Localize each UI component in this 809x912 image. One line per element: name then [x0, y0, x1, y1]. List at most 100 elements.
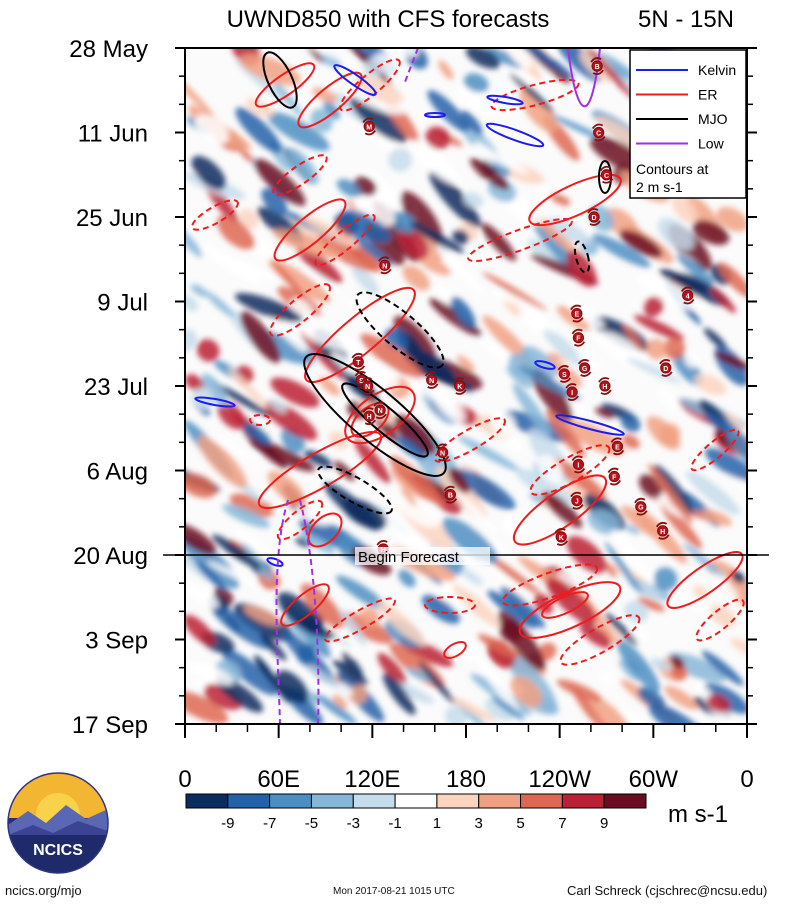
tc-marker: B: [590, 57, 604, 75]
anomaly-patch: [595, 407, 614, 419]
legend-note: Contours at: [636, 161, 708, 177]
logo-text: NCICS: [33, 842, 83, 859]
wave-contour: [307, 512, 343, 548]
anomaly-patch: [264, 401, 318, 441]
anomaly-patch: [670, 664, 688, 681]
website-link[interactable]: ncics.org/mjo: [5, 883, 82, 898]
tc-marker-label: K: [457, 384, 462, 391]
wave-contour: [666, 551, 744, 609]
tc-marker-arm: [598, 377, 610, 383]
y-tick-label: 9 Jul: [97, 290, 148, 317]
anomaly-patch: [454, 490, 499, 534]
legend-box: [629, 49, 747, 199]
anomaly-patch: [235, 107, 282, 154]
tc-marker: F: [571, 328, 586, 347]
tc-marker-label: N: [378, 408, 383, 415]
chart-title: UWND850 with CFS forecasts: [227, 6, 550, 33]
tc-marker: N: [360, 377, 375, 395]
tc-marker-arm: [659, 359, 671, 365]
anomaly-patch: [389, 456, 445, 506]
begin-forecast-label: Begin Forecast: [358, 549, 460, 566]
colorbar-tick-label: 3: [475, 815, 483, 832]
tc-marker: H: [362, 407, 376, 426]
tc-marker-label: 4: [686, 293, 690, 300]
tc-marker-label: F: [576, 336, 581, 343]
anomaly-patch: [704, 412, 733, 433]
anomaly-patch: [481, 559, 532, 604]
tc-marker-arm: [556, 540, 568, 546]
anomaly-patch: [703, 683, 747, 714]
axes: 28 May 11 Jun 25 Jun 9 Jul 23 Jul 6 Aug 20 Aug…: [69, 36, 757, 793]
anomaly-patch: [201, 373, 228, 408]
anomaly-patch: [185, 63, 214, 117]
anomaly-patch: [484, 553, 542, 596]
anomaly-patch: [314, 693, 357, 724]
anomaly-patch: [521, 345, 557, 380]
anomaly-patch: [269, 398, 287, 413]
anomaly-patch: [409, 222, 464, 253]
tc-marker-label: I: [571, 390, 573, 397]
anomaly-patch: [191, 155, 227, 190]
tc-marker-arm: [362, 117, 374, 123]
tc-marker-arm: [554, 528, 566, 534]
tc-marker: N: [435, 443, 450, 462]
anomaly-patch: [191, 387, 214, 411]
anomaly-patch: [660, 503, 703, 549]
wave-contour: [324, 597, 396, 643]
tc-marker-arm: [680, 286, 693, 292]
tc-marker-arm: [373, 401, 385, 407]
y-tick-label: 25 Jun: [76, 205, 148, 232]
anomaly-patch: [185, 543, 210, 582]
tc-marker-arm: [580, 371, 592, 377]
anomaly-patch: [587, 508, 621, 535]
tc-marker-arm: [453, 377, 465, 383]
anomaly-patch: [455, 87, 499, 116]
anomaly-patch: [461, 110, 483, 135]
tc-marker-dot: [444, 489, 456, 501]
anomaly-patch: [491, 696, 525, 720]
anomaly-patch: [482, 315, 532, 364]
tc-marker-label: B: [595, 64, 600, 71]
anomaly-patch: [448, 467, 470, 494]
anomaly-patch: [435, 245, 485, 296]
anomaly-patch: [482, 272, 547, 311]
author-credit: Carl Schreck (cjschrec@ncsu.edu): [567, 883, 768, 898]
anomaly-patch: [629, 627, 650, 643]
tc-marker-label: C: [604, 173, 609, 180]
tc-marker: M: [362, 117, 376, 136]
anomaly-patch: [429, 171, 481, 228]
anomaly-patch: [542, 491, 583, 529]
wave-contour: [355, 291, 445, 369]
anomaly-patch: [336, 178, 362, 198]
tc-marker-arm: [380, 268, 392, 275]
wave-contour: [304, 286, 416, 384]
tc-marker-arm: [591, 123, 604, 130]
colorbar-swatch: [394, 793, 438, 809]
wave-contour: [333, 64, 377, 96]
anomaly-patch: [518, 299, 547, 333]
wave-contour: [254, 62, 316, 108]
wave-contour: [467, 217, 573, 263]
anomaly-patch: [332, 659, 368, 686]
wave-contour: [276, 499, 324, 541]
anomaly-patch: [626, 357, 682, 384]
anomaly-patch: [624, 600, 649, 623]
anomaly-patch: [271, 259, 307, 299]
anomaly-patch: [185, 523, 217, 555]
anomaly-patch: [312, 87, 337, 103]
anomaly-patch: [730, 638, 747, 657]
wave-contour: [266, 557, 284, 567]
tc-marker: N: [378, 256, 392, 275]
wave-contour: [534, 360, 556, 370]
tc-marker-arm: [590, 57, 602, 63]
anomaly-patch: [222, 504, 270, 528]
tc-marker-dot: [579, 362, 591, 374]
x-tick-label: 0: [740, 766, 753, 793]
tc-marker-arm: [376, 540, 388, 546]
tc-marker-label: N: [365, 384, 370, 391]
anomaly-patch: [185, 614, 215, 646]
tc-marker: H: [655, 521, 670, 540]
tc-marker-dot: [657, 525, 669, 537]
anomaly-patch: [647, 463, 693, 524]
anomaly-patch: [536, 454, 563, 483]
